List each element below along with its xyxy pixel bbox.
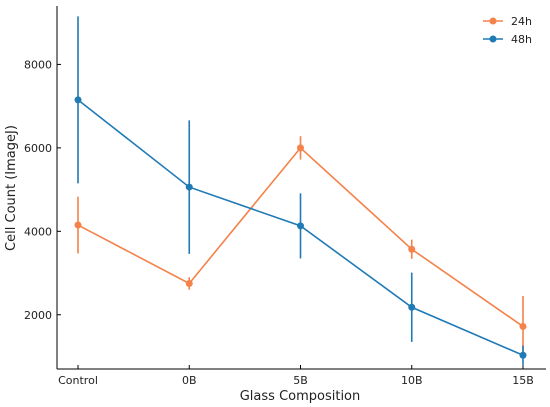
data-point (185, 279, 193, 287)
data-point (185, 183, 193, 191)
series-24h (74, 136, 527, 357)
data-point (74, 96, 82, 104)
y-tick-label: 8000 (24, 58, 52, 71)
data-point (519, 322, 527, 330)
x-tick-label: 5B (293, 374, 308, 387)
data-point (297, 144, 304, 152)
y-axis-title: Cell Count (ImageJ) (4, 125, 19, 251)
legend-label: 24h (511, 15, 532, 28)
x-tick-label: 0B (182, 374, 197, 387)
data-point (408, 245, 416, 253)
legend-label: 48h (511, 33, 532, 46)
y-tick-label: 4000 (24, 225, 52, 238)
axes (56, 6, 546, 370)
x-tick-label: 15B (512, 374, 534, 387)
data-point (408, 303, 416, 311)
legend-marker (489, 17, 497, 25)
y-tick-label: 6000 (24, 142, 52, 155)
x-axis-title: Glass Composition (240, 389, 361, 404)
data-point (74, 221, 82, 229)
x-tick-label: 10B (401, 374, 423, 387)
x-tick-label: Control (58, 374, 98, 387)
y-tick-label: 2000 (24, 309, 52, 322)
series-layer (74, 16, 527, 365)
data-point (297, 222, 304, 230)
legend-marker (489, 35, 497, 43)
data-point (519, 351, 527, 359)
ticks: Control 0B 5B 10B 15B 2000 4000 6000 8000 (24, 58, 534, 387)
series-48h (74, 16, 527, 365)
